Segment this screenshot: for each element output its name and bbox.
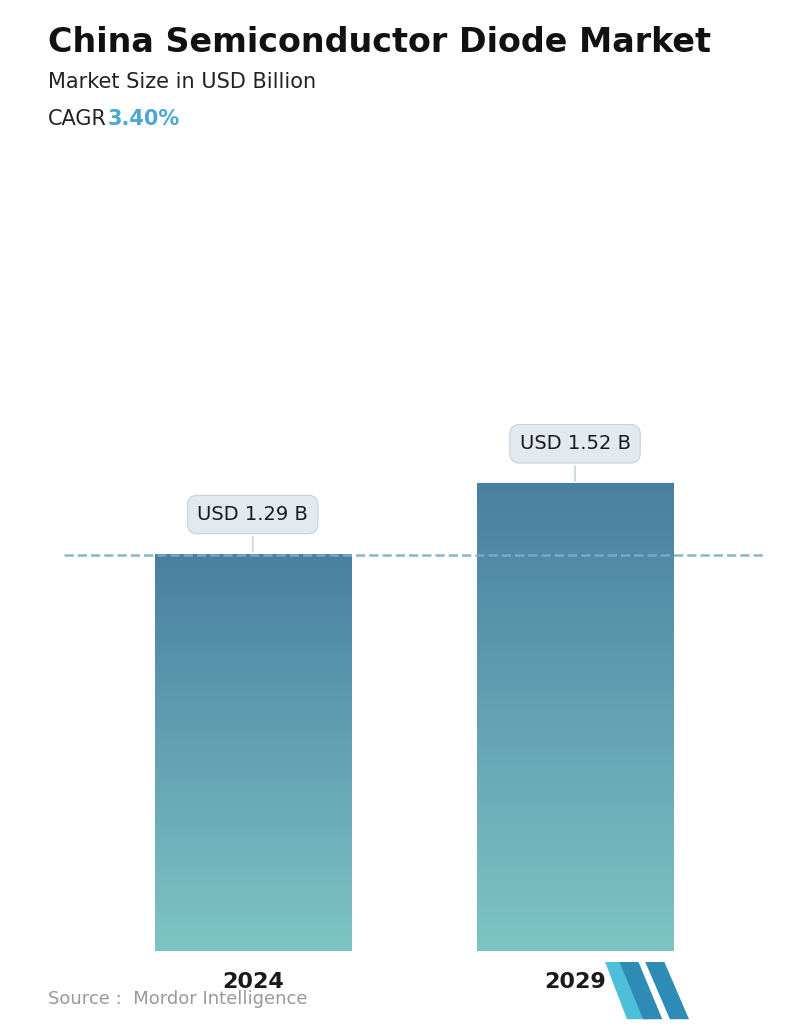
Text: USD 1.29 B: USD 1.29 B [197, 505, 308, 552]
Text: CAGR: CAGR [48, 109, 107, 128]
Polygon shape [619, 962, 662, 1020]
Text: China Semiconductor Diode Market: China Semiconductor Diode Market [48, 26, 711, 59]
Text: 3.40%: 3.40% [107, 109, 180, 128]
Text: USD 1.52 B: USD 1.52 B [520, 434, 630, 481]
Text: Market Size in USD Billion: Market Size in USD Billion [48, 72, 316, 92]
Text: Source :  Mordor Intelligence: Source : Mordor Intelligence [48, 991, 307, 1008]
Polygon shape [605, 962, 648, 1020]
Polygon shape [645, 962, 689, 1020]
